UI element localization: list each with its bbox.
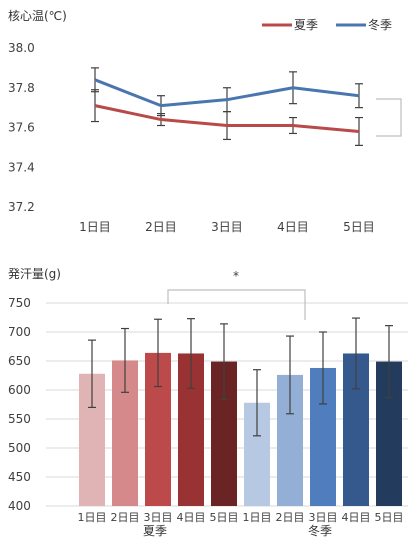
- core-temp-series: [91, 67, 363, 146]
- core-temp-y-ticks: 38.0 37.8 37.6 37.4 37.2: [8, 41, 35, 214]
- group-label-winter: 冬季: [308, 523, 332, 538]
- x-tick-label: 3日目: [211, 220, 243, 234]
- significance-marker: *: [233, 269, 239, 283]
- y-tick-label: 37.2: [8, 200, 35, 214]
- series-line: [94, 104, 360, 133]
- x-tick-label: 3日目: [309, 511, 338, 524]
- legend-label-winter: 冬季: [368, 17, 392, 32]
- y-tick-label: 500: [8, 441, 31, 455]
- x-tick-label: 3日目: [144, 511, 173, 524]
- y-tick-label: 37.8: [8, 81, 35, 95]
- x-tick-label: 4日目: [177, 511, 206, 524]
- core-temp-x-ticks: 1日目 2日目 3日目 4日目 5日目: [79, 220, 375, 234]
- y-tick-label: 700: [8, 325, 31, 339]
- y-tick-label: 37.4: [8, 160, 35, 174]
- y-tick-label: 37.6: [8, 121, 35, 135]
- legend-label-summer: 夏季: [294, 18, 318, 32]
- y-tick-label: 450: [8, 470, 31, 484]
- y-tick-label: 650: [8, 354, 31, 368]
- y-tick-label: 600: [8, 383, 31, 397]
- group-label-summer: 夏季: [143, 524, 167, 538]
- y-tick-label: 750: [8, 296, 31, 310]
- sweat-volume-chart: 発汗量(g) 750 700 650 600 550 500 450 400 1日目 2日目 3日…: [8, 267, 408, 538]
- sweat-y-ticks: 750 700 650 600 550 500 450 400: [8, 296, 31, 513]
- sweat-x-ticks: 1日目 2日目 3日目 4日目 5日目 1日目 2日目 3日目 4日目 5日目: [78, 511, 404, 524]
- x-tick-label: 1日目: [79, 220, 111, 234]
- x-tick-label: 1日目: [243, 511, 272, 524]
- core-temperature-chart: 核心温(℃) 38.0 37.8 37.6 37.4 37.2 1日目 2日目 3日目 4日目…: [8, 9, 402, 234]
- series-winter: [91, 67, 363, 117]
- core-temp-legend: 夏季 冬季: [262, 17, 392, 32]
- difference-bracket: [376, 98, 402, 137]
- significance-bracket: [167, 289, 306, 320]
- x-tick-label: 2日目: [111, 511, 140, 524]
- x-tick-label: 5日目: [375, 511, 404, 524]
- x-tick-label: 1日目: [78, 511, 107, 524]
- x-tick-label: 5日目: [210, 511, 239, 524]
- core-temp-title: 核心温(℃): [8, 9, 67, 23]
- x-tick-label: 5日目: [343, 220, 375, 234]
- x-tick-label: 2日目: [145, 220, 177, 234]
- y-tick-label: 38.0: [8, 41, 35, 55]
- sweat-title: 発汗量(g): [8, 267, 61, 281]
- y-tick-label: 400: [8, 499, 31, 513]
- series-line: [94, 78, 360, 108]
- y-tick-label: 550: [8, 412, 31, 426]
- x-tick-label: 4日目: [277, 220, 309, 234]
- x-tick-label: 4日目: [342, 511, 371, 524]
- sweat-bars: [79, 317, 402, 506]
- x-tick-label: 2日目: [276, 511, 305, 524]
